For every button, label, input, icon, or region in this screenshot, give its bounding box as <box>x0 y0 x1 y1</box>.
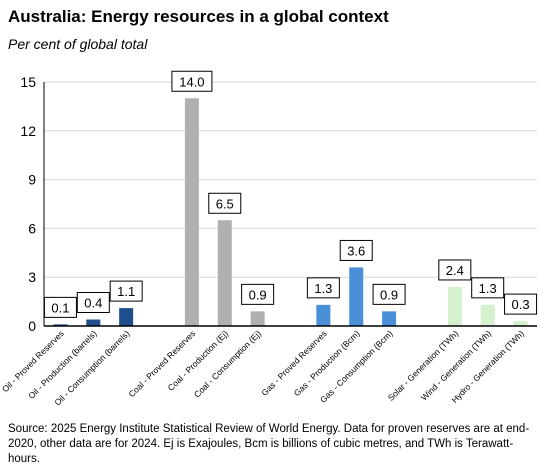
bar <box>217 220 232 326</box>
data-label-box <box>43 296 77 318</box>
data-label: 14.0 <box>179 74 204 89</box>
data-label-box <box>171 70 213 92</box>
bar <box>250 311 265 326</box>
data-label-box <box>372 283 406 305</box>
data-label-box <box>471 277 505 299</box>
data-label: 0.1 <box>51 300 69 315</box>
data-label-box <box>241 283 275 305</box>
bar <box>53 324 68 326</box>
data-label: 0.9 <box>380 287 398 302</box>
data-label: 1.1 <box>117 284 135 299</box>
data-label-box <box>504 293 538 315</box>
bar <box>86 319 101 326</box>
bar <box>447 286 462 326</box>
chart-source-note: Source: 2025 Energy Institute Statistica… <box>8 423 530 465</box>
x-tick-label: Coal - Production (Ej) <box>166 328 231 393</box>
y-tick-label: 12 <box>20 123 36 139</box>
y-tick-label: 3 <box>28 269 36 285</box>
bar <box>513 321 528 326</box>
y-tick-label: 0 <box>28 318 36 334</box>
data-label: 2.4 <box>446 263 464 278</box>
chart-subtitle: Per cent of global total <box>8 36 148 52</box>
data-label: 0.3 <box>512 297 530 312</box>
x-tick-label: Oil - Proved Reserves <box>0 328 66 394</box>
data-label: 0.4 <box>84 295 102 310</box>
data-label-box <box>109 280 143 302</box>
bar <box>184 98 199 327</box>
data-label: 1.3 <box>479 281 497 296</box>
data-label-box <box>339 239 373 261</box>
data-label: 1.3 <box>314 281 332 296</box>
x-tick-label: Coal - Consumption (Ej) <box>192 328 263 399</box>
bar <box>382 311 397 326</box>
x-tick-label: Gas - Proved Reserves <box>259 328 329 398</box>
data-label: 3.6 <box>347 243 365 258</box>
data-label: 0.9 <box>249 287 267 302</box>
chart-title: Australia: Energy resources in a global … <box>8 7 389 26</box>
bar <box>480 304 495 326</box>
y-tick-label: 6 <box>28 220 36 236</box>
bar <box>119 308 134 326</box>
data-label: 6.5 <box>216 196 234 211</box>
data-label-box <box>438 259 472 281</box>
bar <box>349 267 364 326</box>
y-tick-label: 15 <box>20 74 36 90</box>
y-tick-label: 9 <box>28 172 36 188</box>
data-label-box <box>208 192 242 214</box>
bar <box>316 304 331 326</box>
data-label-box <box>76 291 110 313</box>
data-label-box <box>306 277 340 299</box>
